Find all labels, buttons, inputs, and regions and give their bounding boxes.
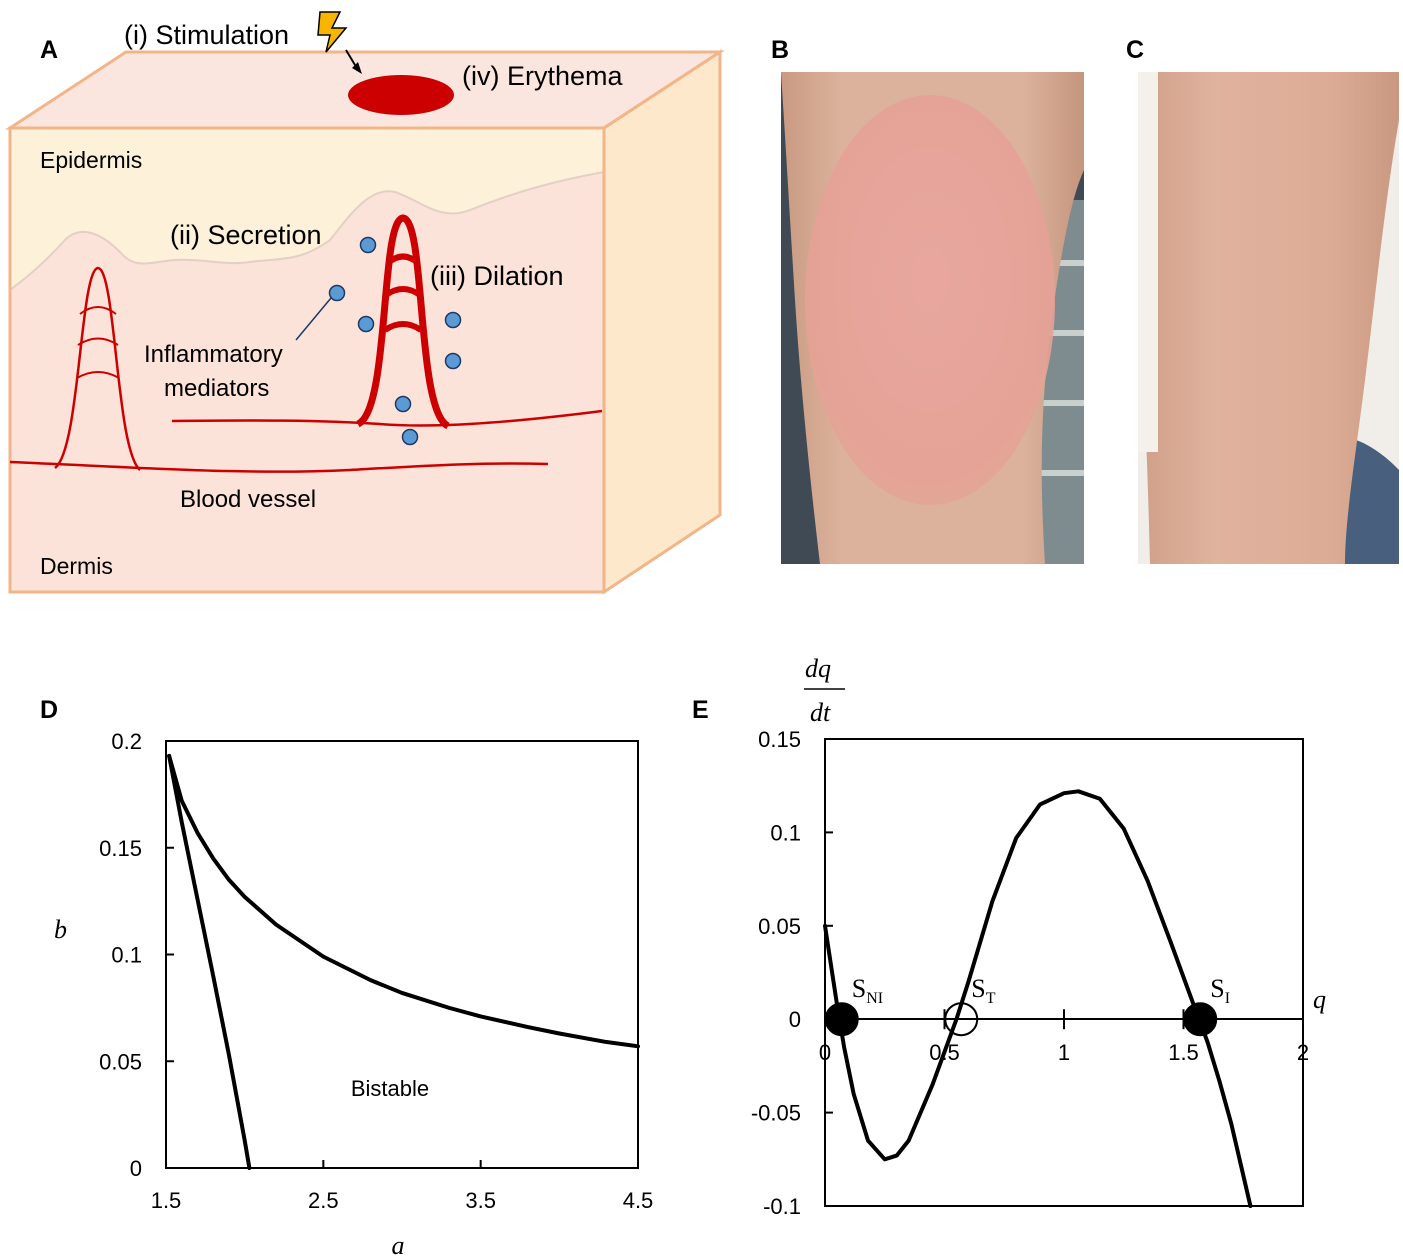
chart-e-xtick-label: 2 <box>1297 1040 1309 1065</box>
dilation-label: (iii) Dilation <box>430 261 564 291</box>
blood-vessel-label: Blood vessel <box>180 486 316 513</box>
chart-d-series-line-1 <box>167 753 640 1049</box>
epidermis-label: Epidermis <box>40 147 142 173</box>
panel-c-letter: C <box>1126 36 1144 64</box>
chart-d-ytick-label: 0 <box>130 1156 142 1181</box>
chart-d-ylabel: b <box>54 915 67 944</box>
chart-e-fixed-point-t <box>944 1002 979 1037</box>
chart-e-fixed-point-ni <box>824 1002 859 1037</box>
dermis-label: Dermis <box>40 553 113 579</box>
chart-e-fixed-point-label-sub: NI <box>866 990 883 1007</box>
chart-d-ytick-label: 0.05 <box>99 1049 142 1074</box>
chart-e-fixed-point-label-main: S <box>1210 974 1224 1003</box>
chart-e-fixed-point-label-sub: T <box>986 990 996 1007</box>
skin-block-side-face <box>602 49 722 595</box>
stimulation-label: (i) Stimulation <box>124 20 289 50</box>
chart-d-annotation-bistable: Bistable <box>351 1076 429 1101</box>
chart-d-ytick-label: 0.1 <box>111 943 142 968</box>
chart-e-ytick-label: 0.1 <box>770 820 801 845</box>
chart-e-xtick-label: 1.5 <box>1168 1040 1199 1065</box>
lightning-bolt-icon <box>317 11 362 74</box>
chart-e-ytick-label: 0 <box>789 1007 801 1032</box>
erythema-patch <box>805 95 1055 505</box>
panel-b-letter: B <box>771 36 789 64</box>
chart-e-fixed-point-label-main: S <box>852 974 866 1003</box>
chart-e-ytick-label: -0.1 <box>763 1194 801 1219</box>
chart-e-fixed-point-label-main: S <box>971 974 985 1003</box>
secretion-label: (ii) Secretion <box>170 220 322 250</box>
chart-e-fixed-point-i <box>1183 1002 1218 1037</box>
chart-d-ytick-label: 0.15 <box>99 836 142 861</box>
erythema-label: (iv) Erythema <box>462 61 624 91</box>
epidermis-layer <box>10 128 604 290</box>
chart-e-fixed-point-label-sub: I <box>1225 990 1230 1007</box>
chart-e-xtick-label: 1 <box>1058 1040 1070 1065</box>
chart-e-fixed-point-label: ST <box>971 974 995 1007</box>
chart-d-series-line-2 <box>167 753 252 1170</box>
panel-b-photo: B <box>771 36 1084 564</box>
inflammatory-mediator-dots <box>328 236 462 446</box>
panel-c-photo: C <box>1126 36 1399 564</box>
chart-e-fixed-point-label: SNI <box>852 974 883 1007</box>
panel-d-chart: D 1.5 2.5 3.5 4.5 0 0.05 0.1 0.15 0.2 Bistable b… <box>40 696 653 1258</box>
mediators-label-line2: mediators <box>164 375 269 402</box>
panel-a-diagram: A (i) Stimulation (iv) Erythema Epidermi… <box>4 11 726 595</box>
chart-e-fixed-point-label: SI <box>1210 974 1230 1007</box>
chart-d-xtick-label: 4.5 <box>623 1188 654 1213</box>
chart-e-ytick-label: 0.15 <box>758 727 801 752</box>
panel-e-letter: E <box>692 696 709 724</box>
panel-d-letter: D <box>40 696 58 724</box>
chart-e-ytick-label: 0.05 <box>758 914 801 939</box>
chart-d-xtick-label: 2.5 <box>308 1188 339 1213</box>
chart-e-ylabel-numerator: dq <box>805 654 831 683</box>
chart-d-xtick-label: 3.5 <box>465 1188 496 1213</box>
panel-a-letter: A <box>40 36 58 64</box>
chart-d-xlabel: a <box>392 1231 405 1258</box>
chart-e-xtick-label: 0 <box>819 1040 831 1065</box>
mediators-label-line1: Inflammatory <box>144 341 283 368</box>
chart-e-series-line <box>823 789 1253 1208</box>
chart-e-frame <box>824 738 1304 1207</box>
chart-e-ytick-label: -0.05 <box>751 1101 801 1126</box>
chart-e-ylabel-denominator: dt <box>810 698 831 727</box>
erythema-spot <box>348 75 454 115</box>
chart-d-ytick-label: 0.2 <box>111 729 142 754</box>
blood-vessels <box>9 214 603 473</box>
chart-d-xtick-label: 1.5 <box>151 1188 182 1213</box>
chart-e-xlabel: q <box>1313 985 1326 1014</box>
